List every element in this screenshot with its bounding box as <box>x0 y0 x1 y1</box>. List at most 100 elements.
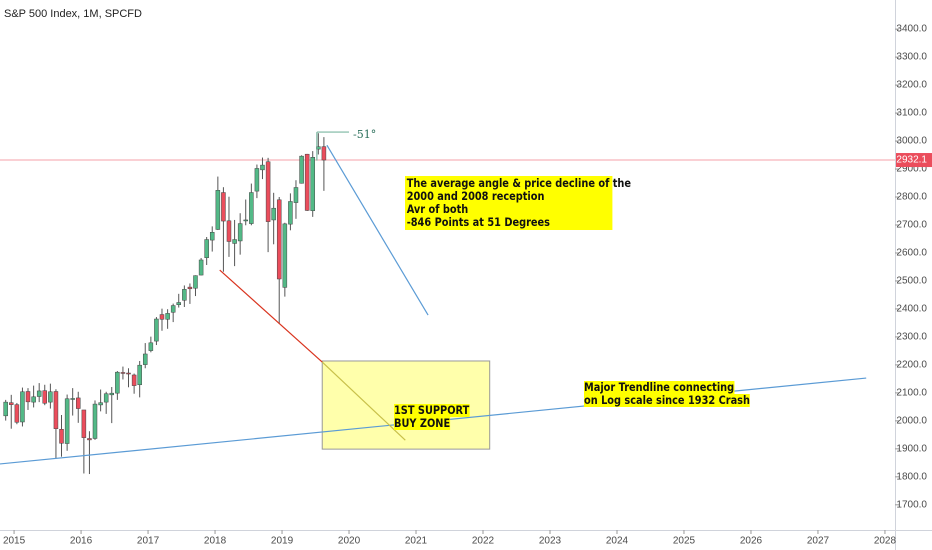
candle-body <box>64 398 70 444</box>
candle-body <box>115 371 120 394</box>
candle-body <box>36 390 42 397</box>
candle-body <box>131 374 137 386</box>
candle-body <box>142 353 148 365</box>
candle-body <box>321 146 327 161</box>
y-tick-label: 2100.0 <box>896 388 927 399</box>
trendline <box>326 144 429 316</box>
note-line: -846 Points at 51 Degrees <box>406 215 550 229</box>
y-tick-label: 2400.0 <box>896 304 927 315</box>
last-price-tag: 2932.1 <box>896 153 932 168</box>
candle-body <box>182 289 187 301</box>
candle-body <box>137 364 142 386</box>
candle-body <box>288 201 293 225</box>
candle-body <box>260 164 265 171</box>
x-tick-label: 2018 <box>204 536 227 547</box>
candle-body <box>215 190 221 230</box>
note-line: on Log scale since 1932 Crash <box>584 393 750 407</box>
chart-title: S&P 500 Index, 1M, SPCFD <box>4 8 142 20</box>
candle-body <box>243 219 248 222</box>
candle-body <box>48 391 53 403</box>
y-tick-label: 3400.0 <box>896 24 927 35</box>
y-tick-label: 3100.0 <box>896 108 927 119</box>
candle-body <box>193 275 198 289</box>
candle-body <box>3 401 8 417</box>
y-tick-label: 3300.0 <box>896 52 927 63</box>
candle-body <box>237 223 243 242</box>
candle-body <box>14 404 20 423</box>
candle-body <box>159 314 165 320</box>
candle-body <box>254 168 260 192</box>
candle-body <box>198 259 204 276</box>
candle-body <box>70 398 75 400</box>
support-note: 1ST SUPPORT BUY ZONE <box>394 403 470 430</box>
candle-body <box>20 391 25 423</box>
x-tick-label: 2015 <box>3 536 26 547</box>
y-tick-label: 2700.0 <box>896 220 927 231</box>
note-line: BUY ZONE <box>394 416 451 430</box>
decline-note: The average angle & price decline of the… <box>405 176 631 230</box>
y-tick-label: 2000.0 <box>896 416 927 427</box>
candle-body <box>299 155 304 184</box>
y-tick-label: 1900.0 <box>896 443 927 454</box>
y-tick-label: 2200.0 <box>896 360 927 371</box>
candle-body <box>75 397 81 409</box>
y-tick-label: 3200.0 <box>896 80 927 91</box>
candle-body <box>165 313 170 320</box>
candle-body <box>187 286 193 290</box>
candle-body <box>31 396 36 403</box>
candle-body <box>42 390 47 404</box>
trendline-note: Major Trendline connecting on Log scale s… <box>584 381 750 407</box>
x-tick-label: 2020 <box>338 536 361 547</box>
y-tick-label: 1700.0 <box>896 499 927 510</box>
candle-body <box>170 305 176 313</box>
note-line: The average angle & price decline of the <box>406 176 632 190</box>
x-tick-label: 2024 <box>606 536 629 547</box>
candle-body <box>271 207 276 221</box>
candle-body <box>109 392 114 396</box>
candle-body <box>98 402 103 406</box>
x-tick-label: 2022 <box>472 536 495 547</box>
x-tick-label: 2026 <box>740 536 763 547</box>
trendline <box>321 361 406 441</box>
angle-label: -51° <box>353 128 377 141</box>
x-tick-label: 2017 <box>137 536 160 547</box>
candle-body <box>204 239 209 258</box>
candle-body <box>209 232 215 241</box>
x-tick-label: 2028 <box>874 536 897 547</box>
note-line: Major Trendline connecting <box>584 380 735 394</box>
y-tick-label: 2600.0 <box>896 248 927 259</box>
candle-body <box>265 161 271 222</box>
candle-body <box>120 372 126 374</box>
candle-body <box>126 372 131 375</box>
note-line: 2000 and 2008 reception <box>406 189 545 203</box>
candle-body <box>25 391 31 403</box>
candle-body <box>103 393 109 403</box>
candle-body <box>249 192 254 224</box>
y-tick-label: 1800.0 <box>896 471 927 482</box>
candle-body <box>154 318 159 342</box>
candle-body <box>221 192 226 222</box>
candle-body <box>282 223 288 288</box>
last-price-label: 2932.1 <box>896 155 927 166</box>
y-tick-label: 2300.0 <box>896 332 927 343</box>
x-tick-label: 2023 <box>539 536 562 547</box>
candle-body <box>81 409 87 438</box>
candle-body <box>310 157 315 211</box>
y-tick-label: 2800.0 <box>896 192 927 203</box>
candle-body <box>53 391 59 429</box>
candle-body <box>226 220 232 242</box>
x-tick-label: 2019 <box>271 536 294 547</box>
note-line: 1ST SUPPORT <box>394 403 470 417</box>
y-tick-label: 2500.0 <box>896 276 927 287</box>
x-tick-label: 2027 <box>807 536 830 547</box>
candle-body <box>148 342 154 351</box>
y-tick-label: 2900.0 <box>896 164 927 175</box>
last-price-box <box>896 153 932 168</box>
x-tick-label: 2016 <box>70 536 93 547</box>
candle-body <box>293 187 299 203</box>
candle-body <box>276 199 282 280</box>
candle-body <box>232 239 237 244</box>
trendline <box>219 269 323 363</box>
